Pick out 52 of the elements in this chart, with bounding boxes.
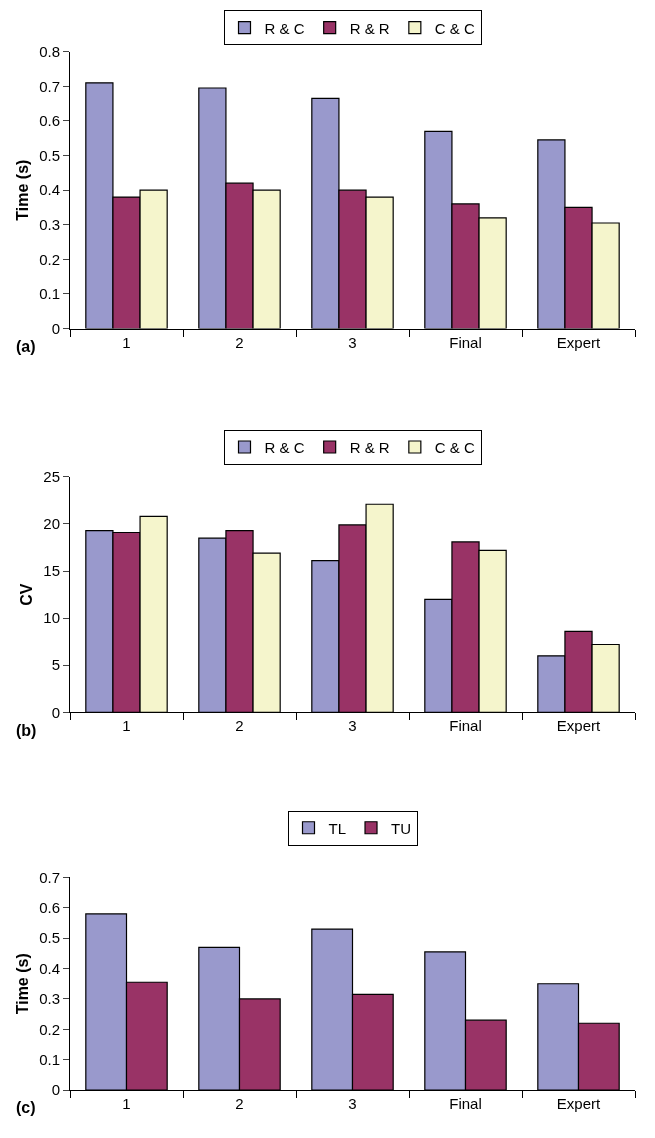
y-tick-label: 0.8 <box>39 42 60 60</box>
y-tick-label: 0.5 <box>39 146 60 164</box>
x-tick-label: 1 <box>122 333 131 351</box>
legend-label: C & C <box>434 438 476 456</box>
x-tick-label: 2 <box>235 333 244 351</box>
legend-label: TU <box>391 819 412 837</box>
x-tick-label: 1 <box>122 717 131 735</box>
legend-label: C & C <box>434 19 476 37</box>
y-axis-title: Time (s) <box>14 953 32 1015</box>
y-tick-label: 0.4 <box>39 181 60 199</box>
x-tick-label: Expert <box>556 717 601 735</box>
text: (b) <box>16 722 37 739</box>
y-tick-label: 10 <box>43 609 60 627</box>
y-tick-label: 0.7 <box>39 77 60 95</box>
x-tick-label: Expert <box>556 333 601 351</box>
x-tick-label: Final <box>449 1095 482 1113</box>
y-tick-label: 0.3 <box>39 990 60 1008</box>
y-axis-title: Time (s) <box>14 159 32 221</box>
y-tick-label: 15 <box>43 562 60 580</box>
legend-label: R & C <box>264 438 305 456</box>
y-tick-label: 5 <box>51 656 60 674</box>
y-tick-label: 0 <box>51 1081 60 1099</box>
x-tick-label: 2 <box>235 1095 244 1113</box>
legend-label: TL <box>328 819 347 837</box>
y-tick-label: 0.2 <box>39 250 60 268</box>
text: (c) <box>16 1099 36 1116</box>
x-tick-label: 3 <box>348 1095 357 1113</box>
x-tick-label: Final <box>449 717 482 735</box>
y-axis-title: CV <box>18 583 36 606</box>
y-tick-label: 0.6 <box>39 112 60 130</box>
y-tick-label: 0.4 <box>39 959 60 977</box>
y-tick-label: 0 <box>51 703 60 721</box>
y-tick-label: 20 <box>43 515 60 533</box>
x-tick-label: Final <box>449 333 482 351</box>
legend-label: R & C <box>264 19 305 37</box>
y-tick-label: 0 <box>51 319 60 337</box>
text: (a) <box>16 338 36 355</box>
y-tick-label: 0.6 <box>39 899 60 917</box>
x-tick-label: 3 <box>348 717 357 735</box>
y-tick-label: 0.3 <box>39 215 60 233</box>
y-tick-label: 0.2 <box>39 1020 60 1038</box>
x-tick-label: 2 <box>235 717 244 735</box>
y-tick-label: 25 <box>43 468 60 486</box>
x-tick-label: 1 <box>122 1095 131 1113</box>
y-tick-label: 0.7 <box>39 868 60 886</box>
x-tick-label: 3 <box>348 333 357 351</box>
y-tick-label: 0.1 <box>39 1050 60 1068</box>
y-tick-label: 0.1 <box>39 285 60 303</box>
y-tick-label: 0.5 <box>39 929 60 947</box>
legend-label: R & R <box>349 438 390 456</box>
legend-label: R & R <box>349 19 390 37</box>
x-tick-label: Expert <box>556 1095 601 1113</box>
